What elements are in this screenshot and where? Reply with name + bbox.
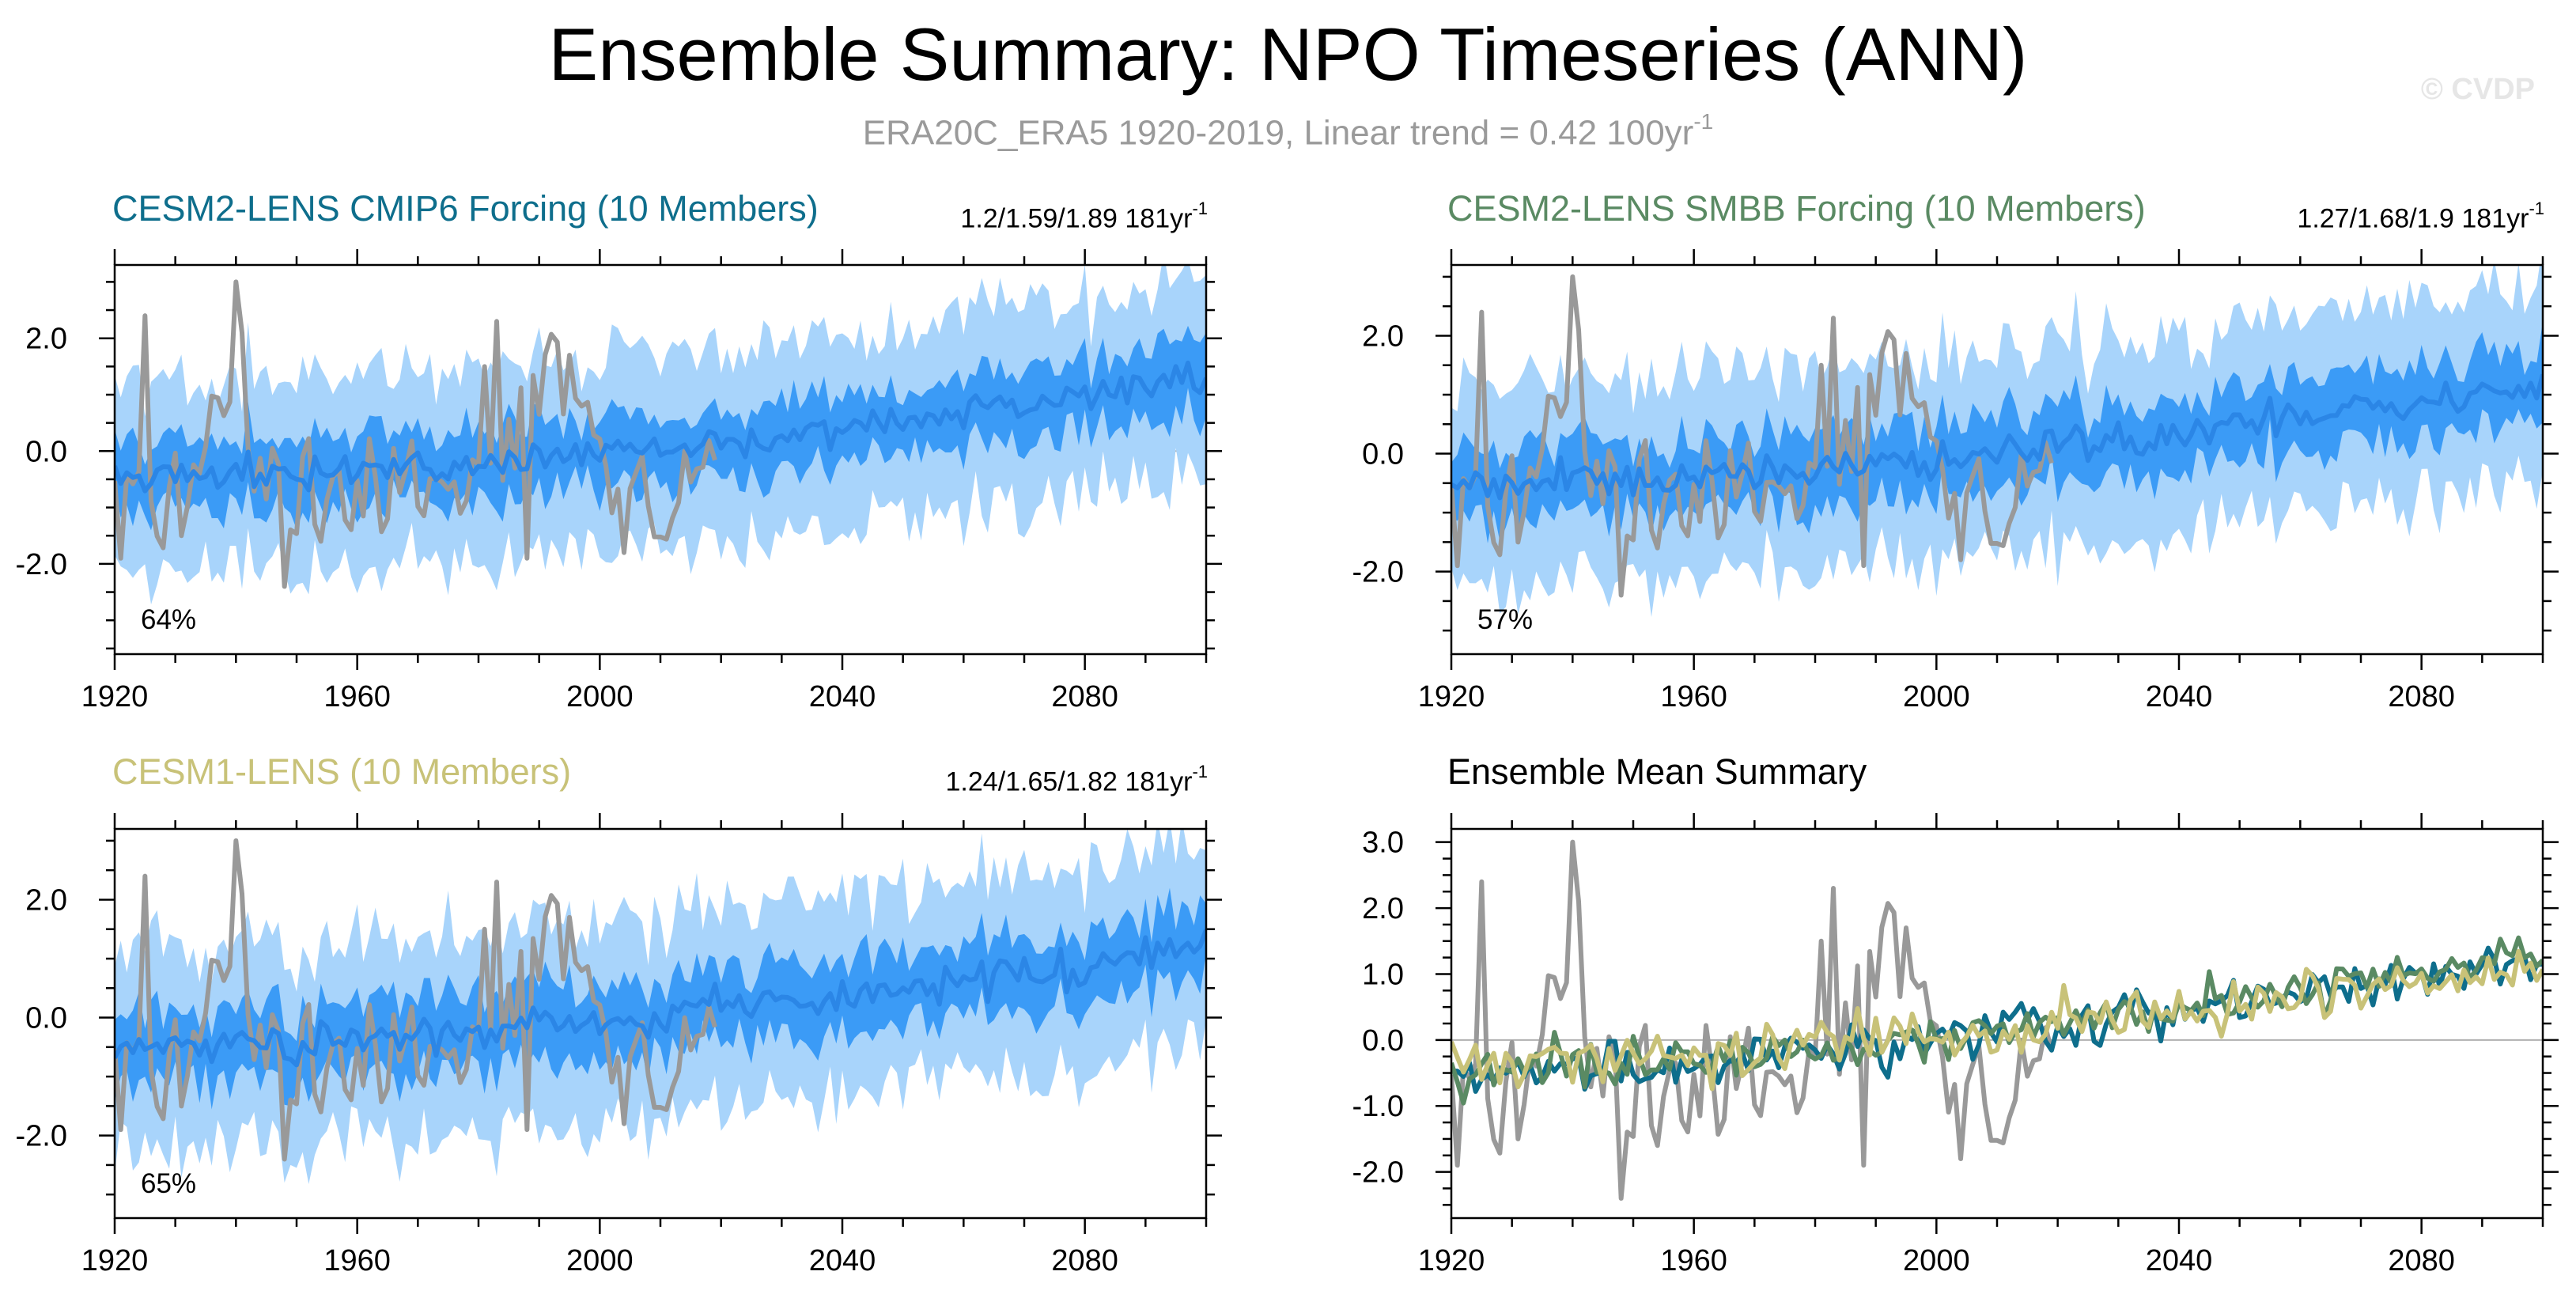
y-tick-label: 0.0 xyxy=(25,1002,67,1035)
series-cesm1-lens xyxy=(1451,948,2543,1092)
y-tick-label: 0.0 xyxy=(25,435,67,468)
x-tick-label: 1960 xyxy=(323,680,391,713)
y-tick-label: -2.0 xyxy=(1352,556,1404,589)
x-tick-label: 1920 xyxy=(81,680,149,713)
x-tick-label: 1960 xyxy=(323,1244,391,1277)
plot-area xyxy=(1451,839,2543,1201)
x-tick-label: 2040 xyxy=(809,1244,876,1277)
stats-text: 1.24/1.65/1.82 181yr xyxy=(945,766,1193,797)
percent-label: 65% xyxy=(141,1168,196,1199)
series-cesm2-lens-cmip6-forcing xyxy=(1451,945,2543,1094)
percent-label: 64% xyxy=(141,604,196,635)
series-cesm2-lens-smbb-forcing xyxy=(1451,935,2543,1106)
stats-exponent: -1 xyxy=(1192,199,1208,218)
x-tick-label: 2040 xyxy=(2146,680,2213,713)
series-observations xyxy=(1451,839,2054,1201)
plot-area xyxy=(115,829,1206,1184)
y-tick-label: 3.0 xyxy=(1362,827,1404,860)
y-tick-label: 2.0 xyxy=(1362,892,1404,925)
y-tick-label: -2.0 xyxy=(16,1120,67,1153)
y-tick-label: 2.0 xyxy=(25,323,67,356)
panel-stats-cesm2-cmip6: 1.2/1.59/1.89 181yr-1 xyxy=(960,195,1208,236)
series-ensemble-inner-range xyxy=(115,887,1206,1110)
subtitle-text: ERA20C_ERA5 1920-2019, Linear trend = 0.… xyxy=(862,113,1694,153)
panel-stats-cesm1: 1.24/1.65/1.82 181yr-1 xyxy=(946,758,1208,799)
stats-text: 1.27/1.68/1.9 181yr xyxy=(2297,203,2529,234)
x-tick-label: 2080 xyxy=(1051,680,1118,713)
y-tick-label: 1.0 xyxy=(1362,958,1404,991)
y-tick-label: -2.0 xyxy=(16,548,67,581)
x-tick-label: 2040 xyxy=(2146,1244,2213,1277)
series-ensemble-mean xyxy=(115,360,1206,494)
series-ensemble-mean xyxy=(115,929,1206,1068)
x-tick-label: 1960 xyxy=(1660,680,1727,713)
main-title: Ensemble Summary: NPO Timeseries (ANN) xyxy=(548,13,2028,96)
stats-exponent: -1 xyxy=(1192,762,1208,781)
x-tick-label: 1920 xyxy=(81,1244,149,1277)
cvdp-watermark: © CVDP xyxy=(2420,73,2535,106)
y-tick-label: -2.0 xyxy=(1352,1156,1404,1190)
y-tick-label: -1.0 xyxy=(1352,1090,1404,1123)
series-ensemble-inner-range xyxy=(1451,321,2543,543)
x-tick-label: 2080 xyxy=(1051,1244,1118,1277)
panel-title-cesm2-cmip6: CESM2-LENS CMIP6 Forcing (10 Members) xyxy=(112,188,819,229)
panel-title-cesm1: CESM1-LENS (10 Members) xyxy=(112,751,572,792)
y-tick-label: 0.0 xyxy=(1362,1024,1404,1058)
percent-label: 57% xyxy=(1477,604,1533,635)
x-tick-label: 1960 xyxy=(1660,1244,1727,1277)
y-tick-label: 2.0 xyxy=(25,884,67,917)
x-tick-label: 2000 xyxy=(566,680,634,713)
plot-area xyxy=(115,265,1206,605)
panel-stats-cesm2-smbb: 1.27/1.68/1.9 181yr-1 xyxy=(2297,195,2544,236)
x-tick-label: 2040 xyxy=(809,680,876,713)
subtitle-exponent: -1 xyxy=(1693,109,1714,134)
series-observations xyxy=(115,279,717,589)
series-ensemble-mean xyxy=(1451,373,2543,501)
plot-area xyxy=(1451,265,2543,618)
x-tick-label: 2000 xyxy=(566,1244,634,1277)
x-tick-label: 1920 xyxy=(1418,1244,1485,1277)
y-tick-label: 2.0 xyxy=(1362,320,1404,353)
x-tick-label: 2080 xyxy=(2388,680,2455,713)
panel-title-ensemble-mean-summary: Ensemble Mean Summary xyxy=(1447,751,1867,792)
x-tick-label: 2080 xyxy=(2388,1244,2455,1277)
y-tick-label: 0.0 xyxy=(1362,438,1404,471)
x-tick-label: 2000 xyxy=(1903,680,1970,713)
x-tick-label: 2000 xyxy=(1903,1244,1970,1277)
panel-title-cesm2-smbb: CESM2-LENS SMBB Forcing (10 Members) xyxy=(1447,188,2146,229)
stats-text: 1.2/1.59/1.89 181yr xyxy=(960,203,1193,234)
stats-exponent: -1 xyxy=(2529,199,2544,218)
subtitle: ERA20C_ERA5 1920-2019, Linear trend = 0.… xyxy=(0,103,2576,156)
plot-frame xyxy=(1450,827,2544,1220)
x-tick-label: 1920 xyxy=(1418,680,1485,713)
series-observations xyxy=(115,838,717,1162)
